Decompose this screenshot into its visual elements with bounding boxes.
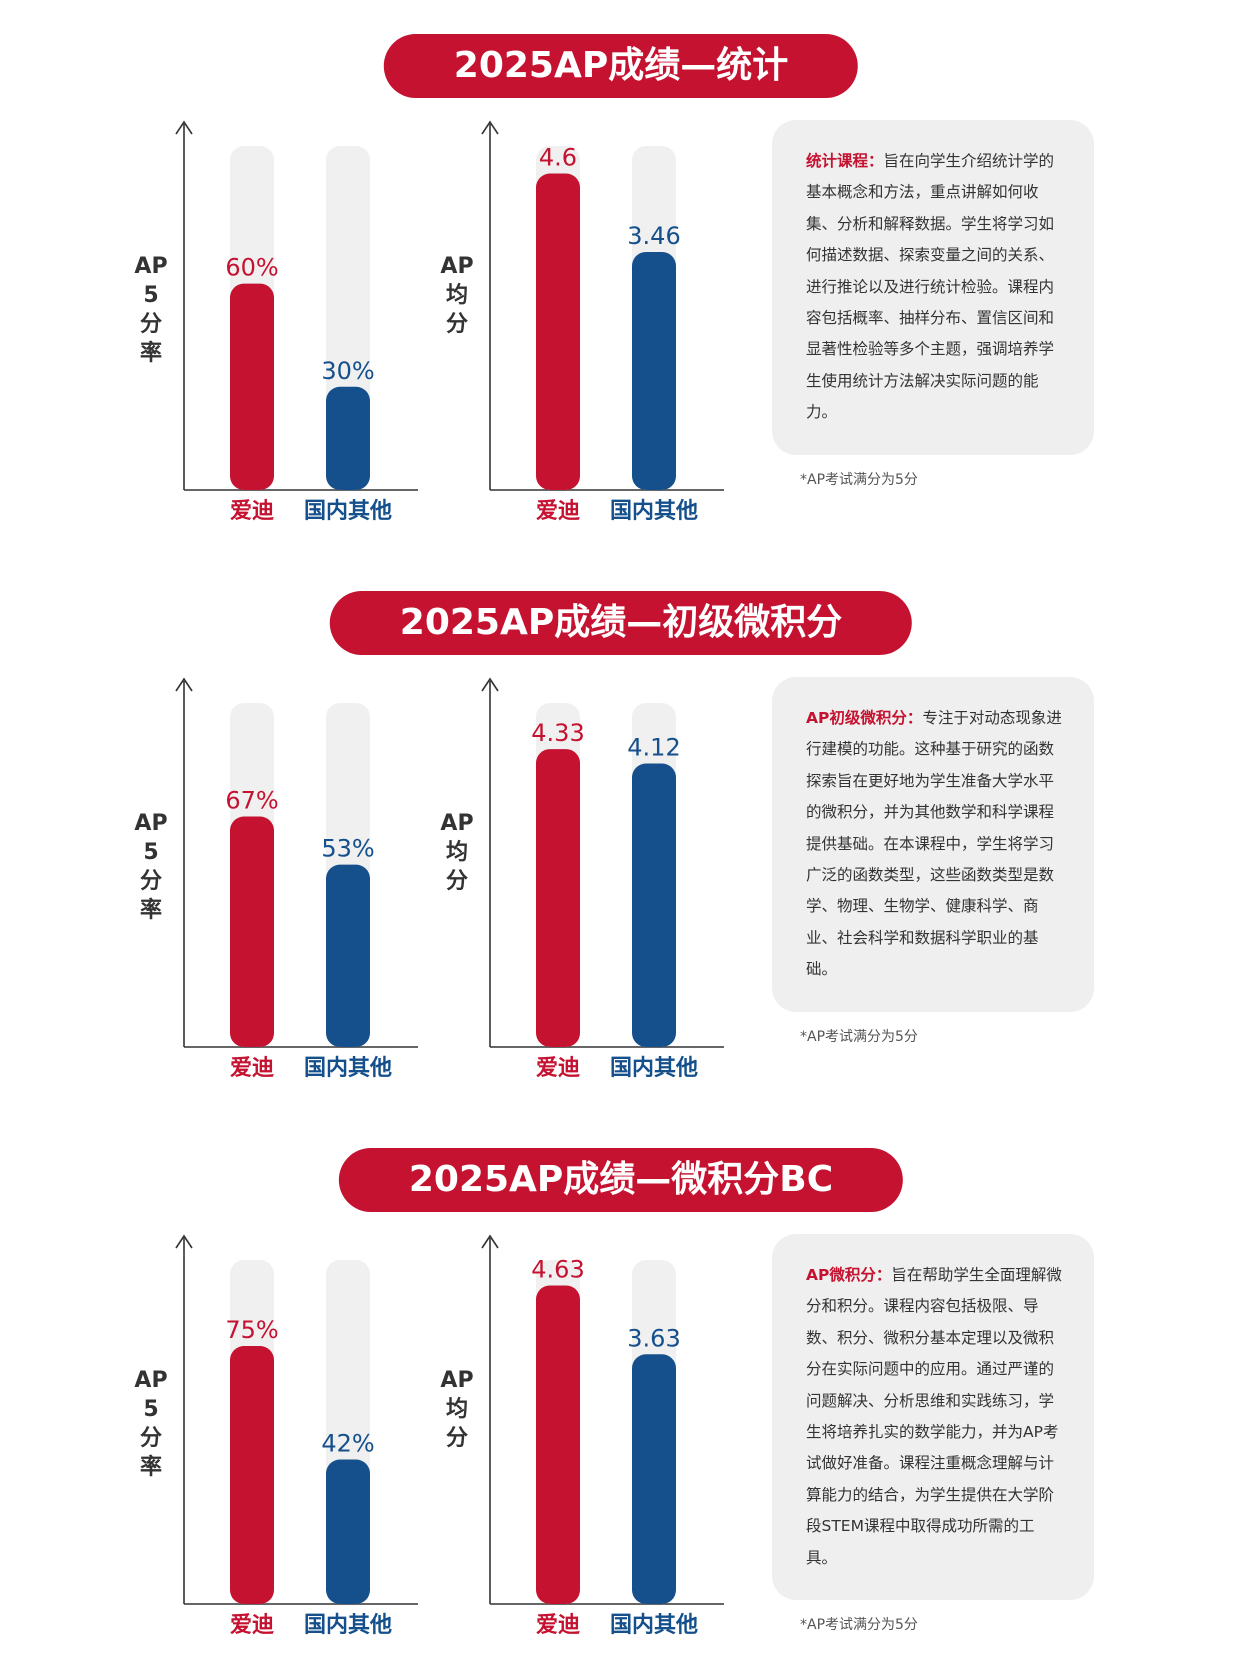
bar-aidi bbox=[230, 1346, 274, 1604]
chart-ylabel: AP 5 分 率 bbox=[134, 811, 168, 923]
chart-ylabel: AP 均 分 bbox=[440, 254, 474, 337]
course-description: 旨在帮助学生全面理解微分和积分。课程内容包括极限、导数、积分、微积分基本定理以及… bbox=[806, 1266, 1062, 1567]
category-label: 国内其他 bbox=[610, 499, 698, 524]
y-axis-arrow bbox=[175, 120, 193, 135]
bar-chart-svg: 67% 爱迪 53% 国内其他 bbox=[175, 677, 418, 1081]
average-score-chart: 4.33 爱迪 4.12 国内其他 bbox=[481, 677, 730, 1107]
bar-value-label: 3.46 bbox=[627, 222, 680, 250]
bar-value-label: 30% bbox=[321, 357, 374, 385]
bar-aidi bbox=[230, 283, 274, 490]
score-note: *AP考试满分为5分 bbox=[800, 472, 918, 488]
score-note: *AP考试满分为5分 bbox=[800, 1029, 918, 1045]
category-label: 爱迪 bbox=[230, 1613, 274, 1638]
bar-domestic-other bbox=[326, 864, 370, 1047]
category-label: 国内其他 bbox=[304, 1056, 392, 1081]
y-axis-arrow bbox=[175, 1234, 193, 1249]
pass-rate-chart: 67% 爱迪 53% 国内其他 bbox=[175, 677, 424, 1107]
category-label: 爱迪 bbox=[536, 1613, 580, 1638]
category-label: 国内其他 bbox=[304, 1613, 392, 1638]
bar-value-label: 75% bbox=[225, 1316, 278, 1344]
section-2: 2025AP成绩—初级微积分 67% 爱迪 53% 国内其他 AP 5 分 率 4.33 爱迪… bbox=[0, 557, 1242, 1081]
chart-ylabel: AP 均 分 bbox=[440, 811, 474, 894]
chart-ylabel: AP 5 分 率 bbox=[134, 254, 168, 366]
section-1: 2025AP成绩—统计 60% 爱迪 30% 国内其他 AP 5 分 率 4.6 爱迪 3.46… bbox=[0, 0, 1242, 524]
section-title: 2025AP成绩—初级微积分 bbox=[329, 591, 913, 655]
bar-aidi bbox=[536, 1285, 580, 1604]
bar-value-label: 4.12 bbox=[627, 734, 680, 762]
bar-domestic-other bbox=[326, 1459, 370, 1604]
bar-value-label: 67% bbox=[225, 787, 278, 815]
bar-aidi bbox=[230, 816, 274, 1047]
section-3: 2025AP成绩—微积分BC 75% 爱迪 42% 国内其他 AP 5 分 率 4.63 爱迪… bbox=[0, 1114, 1242, 1638]
bar-value-label: 4.63 bbox=[531, 1255, 584, 1283]
average-score-chart: 4.6 爱迪 3.46 国内其他 bbox=[481, 120, 730, 550]
course-description: 旨在向学生介绍统计学的基本概念和方法，重点讲解如何收集、分析和解释数据。学生将学… bbox=[806, 152, 1055, 422]
chart-ylabel: AP 5 分 率 bbox=[134, 1368, 168, 1480]
bar-value-label: 3.63 bbox=[627, 1324, 680, 1352]
bar-value-label: 4.6 bbox=[539, 144, 577, 172]
bar-aidi bbox=[536, 749, 580, 1047]
section-title: 2025AP成绩—微积分BC bbox=[338, 1148, 904, 1212]
y-axis-arrow bbox=[481, 120, 499, 135]
course-name: AP初级微积分： bbox=[806, 709, 923, 727]
category-label: 国内其他 bbox=[610, 1613, 698, 1638]
pass-rate-chart: 75% 爱迪 42% 国内其他 bbox=[175, 1234, 424, 1664]
score-note: *AP考试满分为5分 bbox=[800, 1617, 918, 1633]
bar-chart-svg: 4.33 爱迪 4.12 国内其他 bbox=[481, 677, 724, 1081]
bar-domestic-other bbox=[632, 1354, 676, 1604]
chart-ylabel: AP 均 分 bbox=[440, 1368, 474, 1451]
category-label: 国内其他 bbox=[610, 1056, 698, 1081]
category-label: 爱迪 bbox=[230, 1056, 274, 1081]
bar-domestic-other bbox=[632, 251, 676, 490]
course-description-card: 统计课程：旨在向学生介绍统计学的基本概念和方法，重点讲解如何收集、分析和解释数据… bbox=[772, 120, 1094, 455]
bar-value-label: 53% bbox=[321, 835, 374, 863]
bar-aidi bbox=[536, 173, 580, 490]
bar-value-label: 4.33 bbox=[531, 719, 584, 747]
average-score-chart: 4.63 爱迪 3.63 国内其他 bbox=[481, 1234, 730, 1664]
category-label: 国内其他 bbox=[304, 499, 392, 524]
bar-chart-svg: 60% 爱迪 30% 国内其他 bbox=[175, 120, 418, 524]
y-axis-arrow bbox=[481, 677, 499, 692]
section-title: 2025AP成绩—统计 bbox=[383, 34, 859, 98]
category-label: 爱迪 bbox=[230, 499, 274, 524]
y-axis-arrow bbox=[481, 1234, 499, 1249]
bar-value-label: 42% bbox=[321, 1430, 374, 1458]
course-name: 统计课程： bbox=[806, 152, 884, 170]
bar-chart-svg: 4.6 爱迪 3.46 国内其他 bbox=[481, 120, 724, 524]
bar-chart-svg: 4.63 爱迪 3.63 国内其他 bbox=[481, 1234, 724, 1638]
bar-domestic-other bbox=[632, 763, 676, 1047]
bar-value-label: 60% bbox=[225, 254, 278, 282]
course-description-card: AP微积分：旨在帮助学生全面理解微分和积分。课程内容包括极限、导数、积分、微积分… bbox=[772, 1234, 1094, 1601]
course-description: 专注于对动态现象进行建模的功能。这种基于研究的函数探索旨在更好地为学生准备大学水… bbox=[806, 709, 1062, 979]
category-label: 爱迪 bbox=[536, 499, 580, 524]
bar-chart-svg: 75% 爱迪 42% 国内其他 bbox=[175, 1234, 418, 1638]
course-name: AP微积分： bbox=[806, 1266, 892, 1284]
pass-rate-chart: 60% 爱迪 30% 国内其他 bbox=[175, 120, 424, 550]
y-axis-arrow bbox=[175, 677, 193, 692]
course-description-card: AP初级微积分：专注于对动态现象进行建模的功能。这种基于研究的函数探索旨在更好地… bbox=[772, 677, 1094, 1012]
category-label: 爱迪 bbox=[536, 1056, 580, 1081]
bar-domestic-other bbox=[326, 386, 370, 490]
